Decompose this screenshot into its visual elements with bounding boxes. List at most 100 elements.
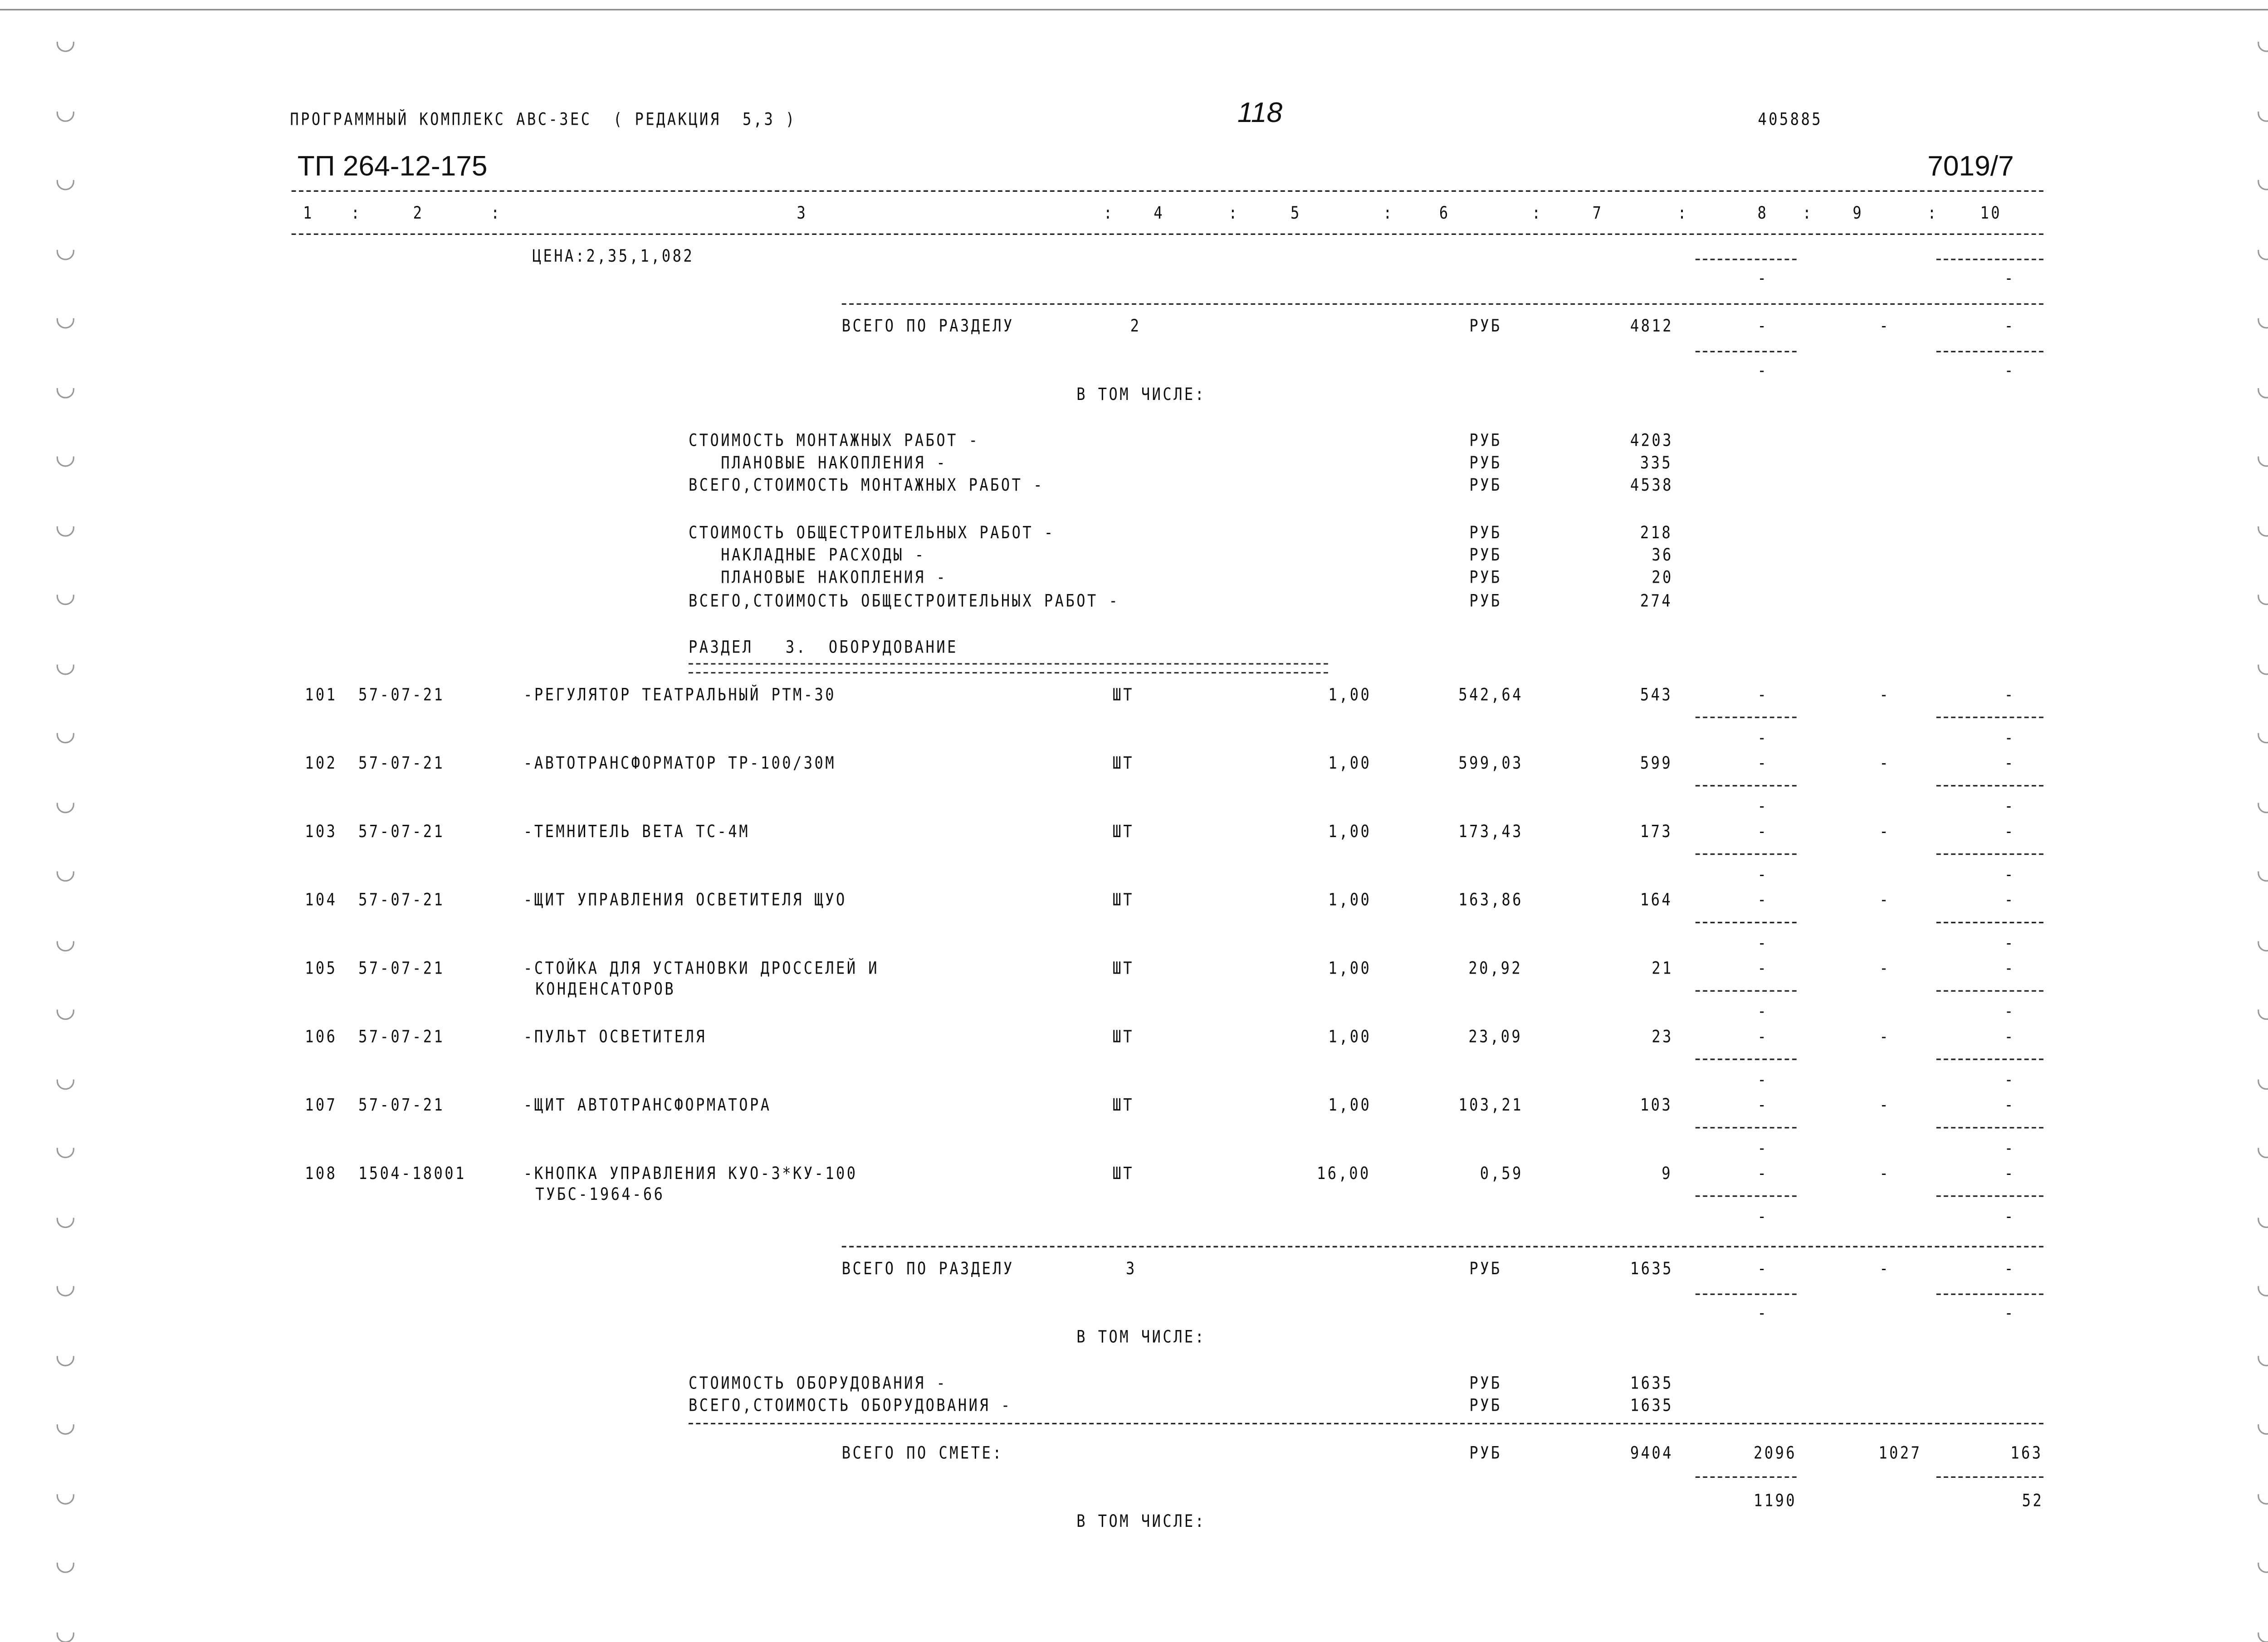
feed-hole-mark [2258,802,2268,813]
cell-rule [1695,990,1797,992]
section2-number: 2 [1130,315,1141,336]
item-number: 108 [305,1162,337,1184]
feed-hole-mark [2258,1424,2268,1435]
grand-total-value: 9404 [1630,1442,1673,1463]
item-col8: - [1757,889,1769,910]
feed-hole-mark [56,663,74,674]
column-separator: : [490,202,502,223]
item-col10: - [2004,889,2015,910]
empty-cell-8: - [1757,1069,1769,1090]
item-quantity: 1,00 [1328,957,1371,979]
column-separator: : [1383,202,1394,223]
column-header-6: 6 [1439,202,1450,223]
feed-hole-mark [56,318,74,329]
item-col9: - [1879,820,1891,842]
cell-rule [1695,1058,1797,1060]
cell-rule [1936,716,2043,718]
item-code: 1504-18001 [358,1162,466,1184]
column-header-10: 10 [1980,202,2002,223]
item-name: -РЕГУЛЯТОР ТЕАТРАЛЬНЫЙ РТМ-30 [523,684,836,705]
section2-total-unit: РУБ [1469,315,1502,336]
including-label: В ТОМ ЧИСЛЕ: [1076,1510,1206,1532]
cell-rule [1695,716,1797,718]
feed-hole-mark [56,802,74,813]
item-name: -ПУЛЬТ ОСВЕТИТЕЛЯ [523,1026,707,1047]
feed-hole-mark [56,594,74,605]
item-col8: - [1757,752,1769,773]
item-total: 9 [1662,1162,1673,1184]
breakdown-value: 335 [1641,452,1673,473]
feed-hole-mark [56,1148,74,1159]
item-name-cont: ТУБС-1964-66 [535,1183,665,1204]
column-header-7: 7 [1592,202,1603,223]
feed-hole-mark [56,940,74,951]
breakdown-label: СТОИМОСТЬ МОНТАЖНЫХ РАБОТ - [689,429,980,451]
cell-rule [1936,258,2043,260]
cell-rule [1936,351,2043,353]
item-col8: - [1757,820,1769,842]
item-total: 173 [1641,820,1673,842]
item-quantity: 1,00 [1328,1026,1371,1047]
feed-hole-mark [2258,318,2268,329]
item-col8: - [1757,957,1769,979]
item-code: 57-07-21 [358,957,445,979]
item-code: 57-07-21 [358,684,445,705]
item-code: 57-07-21 [358,889,445,910]
item-unit: ШТ [1112,1094,1134,1116]
empty-cell-10: - [2004,727,2015,748]
breakdown-unit: РУБ [1469,566,1502,588]
cell-rule [1695,1195,1797,1197]
item-name: -СТОЙКА ДЛЯ УСТАНОВКИ ДРОССЕЛЕЙ И [523,957,880,979]
item-unit-price: 542,64 [1458,684,1523,705]
item-total: 599 [1641,752,1673,773]
feed-hole-mark [2258,871,2268,882]
paper-edge [0,9,2268,10]
feed-hole-mark [2258,456,2268,467]
feed-hole-mark [2258,940,2268,951]
item-unit: ШТ [1112,752,1134,773]
cell-rule [1695,785,1797,787]
breakdown-value: 1635 [1630,1372,1673,1394]
column-separator: : [1532,202,1543,223]
empty-cell-10: - [2004,268,2015,289]
breakdown-label: ПЛАНОВЫЕ НАКОПЛЕНИЯ - [689,452,948,473]
feed-hole-mark [56,1078,74,1089]
section2-col9: - [1879,315,1891,336]
price-note: ЦЕНА:2,35,1,082 [532,245,694,266]
feed-hole-mark [56,1632,74,1642]
item-total: 103 [1641,1094,1673,1116]
breakdown-label: ВСЕГО,СТОИМОСТЬ ОБЩЕСТРОИТЕЛЬНЫХ РАБОТ - [689,590,1120,611]
feed-hole-mark [2258,1355,2268,1366]
doc-code: 405885 [1758,108,1823,130]
cell-rule [1936,1476,2043,1478]
item-col10: - [2004,1162,2015,1184]
feed-hole-mark [2258,526,2268,536]
cell-rule [1695,258,1797,260]
empty-cell-8: - [1757,268,1769,289]
grand-total-col9: 1027 [1878,1442,1922,1463]
doc-number: ТП 264-12-175 [297,151,488,183]
cell-rule [1936,1293,2043,1295]
item-name: -ЩИТ УПРАВЛЕНИЯ ОСВЕТИТЕЛЯ ЩУО [523,889,847,910]
empty-cell-10: - [2004,1000,2015,1022]
feed-hole-mark [56,456,74,467]
empty-cell-10: - [2004,795,2015,817]
program-header: ПРОГРАММНЫЙ КОМПЛЕКС АВС-3ЕС ( РЕДАКЦИЯ … [290,108,797,130]
empty-cell-8: - [1757,932,1769,953]
empty-cell-8: - [1757,1000,1769,1022]
breakdown-unit: РУБ [1469,1394,1502,1416]
feed-hole-mark [56,1355,74,1366]
item-quantity: 1,00 [1328,820,1371,842]
feed-hole-mark [2258,1632,2268,1642]
column-separator: : [351,202,362,223]
feed-hole-mark [2258,1148,2268,1159]
grand-total-col8-sub: 1190 [1753,1490,1797,1511]
item-code: 57-07-21 [358,1094,445,1116]
item-code: 57-07-21 [358,1026,445,1047]
section2-total-value: 4812 [1630,315,1673,336]
column-header-5: 5 [1290,202,1301,223]
item-unit-price: 173,43 [1458,820,1523,842]
empty-cell-10: - [2004,1206,2015,1227]
item-code: 57-07-21 [358,752,445,773]
feed-hole-mark [2258,41,2268,52]
